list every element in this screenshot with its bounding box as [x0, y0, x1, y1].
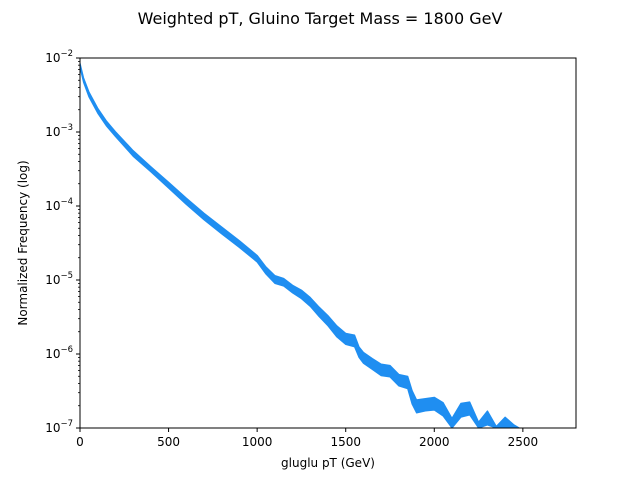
y-tick-label: 10−7: [45, 419, 73, 435]
x-axis-label: gluglu pT (GeV): [281, 456, 375, 470]
y-tick-label: 10−2: [45, 49, 73, 65]
x-tick-label: 1000: [242, 435, 273, 449]
chart-title: Weighted pT, Gluino Target Mass = 1800 G…: [138, 9, 503, 28]
x-tick-label: 0: [76, 435, 84, 449]
x-tick-label: 2000: [419, 435, 450, 449]
y-tick-label: 10−5: [45, 271, 73, 287]
x-tick-label: 1500: [330, 435, 361, 449]
y-tick-label: 10−3: [45, 123, 73, 139]
axis-ticks: 0 500 1000 1500 2000 2500 10−7 10−6 10−5 10−4 10−3…: [45, 49, 538, 449]
plot-area: [80, 62, 520, 428]
y-tick-label: 10−4: [45, 197, 73, 213]
plot-frame: [79, 57, 577, 429]
series-band-1: [80, 62, 520, 428]
y-tick-label: 10−6: [45, 345, 73, 361]
y-axis-label: Normalized Frequency (log): [16, 160, 30, 325]
x-tick-label: 2500: [508, 435, 539, 449]
x-tick-label: 500: [157, 435, 180, 449]
